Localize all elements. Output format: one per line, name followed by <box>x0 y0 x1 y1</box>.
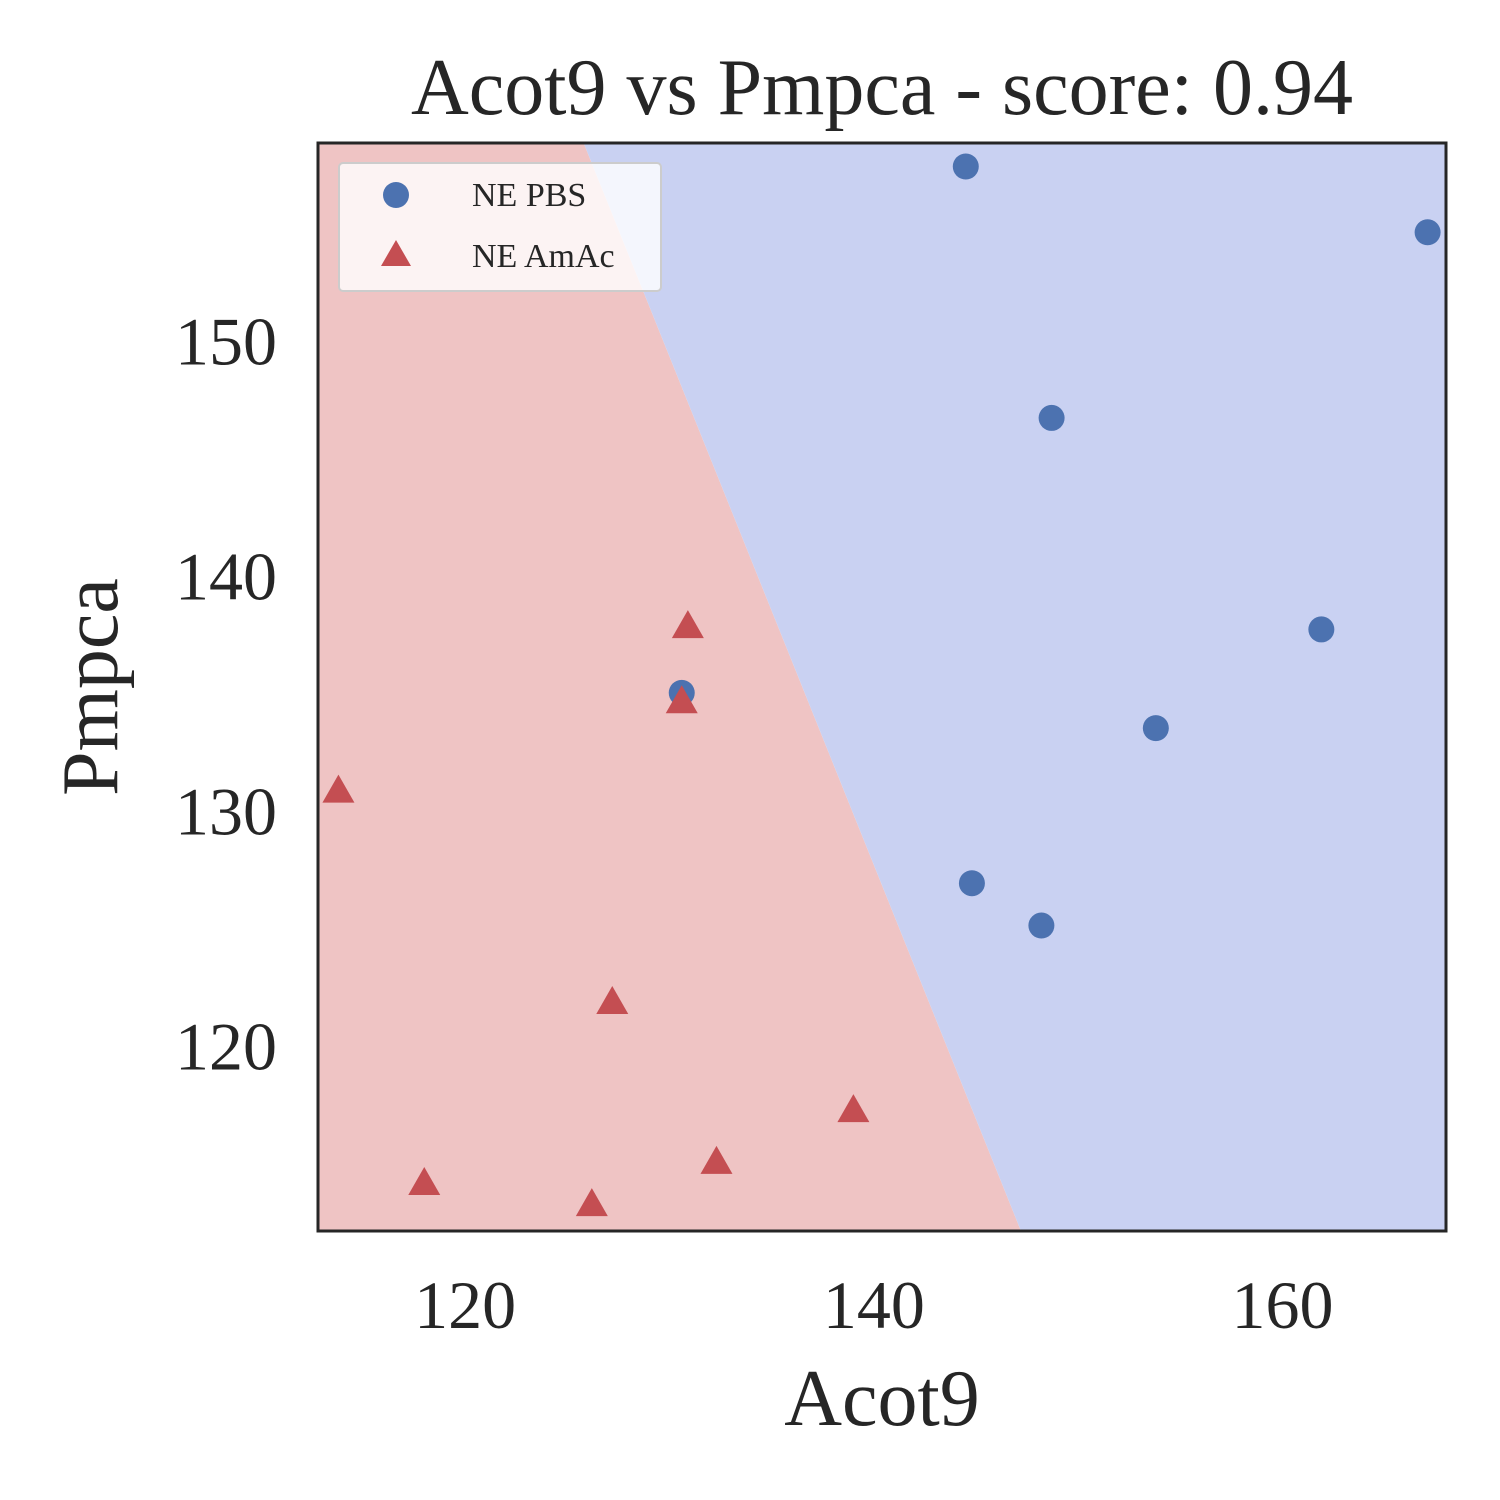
legend-box <box>338 162 662 292</box>
point-ne-pbs-3 <box>1308 616 1335 643</box>
point-ne-pbs-2 <box>1038 404 1065 431</box>
x-tick-label: 160 <box>1232 1267 1334 1343</box>
y-tick-label: 140 <box>175 538 277 614</box>
legend-label-ne-pbs: NE PBS <box>472 177 586 214</box>
point-ne-pbs-0 <box>952 153 979 180</box>
y-axis-label: Pmpca <box>47 578 135 796</box>
chart-title: Acot9 vs Pmpca - score: 0.94 <box>411 44 1353 132</box>
legend: NE PBS NE AmAc <box>338 162 662 292</box>
x-tick-label: 140 <box>823 1267 925 1343</box>
y-tick-label: 150 <box>175 303 277 379</box>
plot-frame <box>316 141 1448 1233</box>
point-ne-pbs-1 <box>1414 219 1441 246</box>
point-ne-pbs-7 <box>1028 912 1055 939</box>
y-axis-ticks: 120 130 140 150 <box>175 303 277 1084</box>
point-ne-pbs-5 <box>1142 715 1169 742</box>
point-ne-amac-4 <box>837 1094 870 1123</box>
x-axis-ticks: 120 140 160 <box>414 1267 1333 1343</box>
y-tick-label: 130 <box>175 773 277 849</box>
point-ne-amac-1 <box>665 685 698 714</box>
data-points <box>322 153 1441 1217</box>
decision-regions <box>318 143 1446 1231</box>
point-ne-amac-0 <box>671 610 704 639</box>
x-axis-label: Acot9 <box>784 1355 980 1443</box>
region-ne-amac <box>318 143 1021 1231</box>
point-ne-pbs-6 <box>958 870 985 897</box>
legend-marker-ne-amac <box>381 240 411 266</box>
y-tick-label: 120 <box>175 1008 277 1084</box>
region-ne-pbs <box>583 143 1446 1231</box>
point-ne-amac-6 <box>408 1167 441 1196</box>
point-ne-amac-7 <box>575 1188 608 1217</box>
x-tick-label: 120 <box>414 1267 516 1343</box>
point-ne-amac-5 <box>700 1145 733 1174</box>
point-ne-amac-2 <box>322 774 355 803</box>
point-ne-amac-3 <box>596 986 629 1015</box>
legend-marker-ne-pbs <box>383 182 409 208</box>
legend-label-ne-amac: NE AmAc <box>472 238 615 275</box>
